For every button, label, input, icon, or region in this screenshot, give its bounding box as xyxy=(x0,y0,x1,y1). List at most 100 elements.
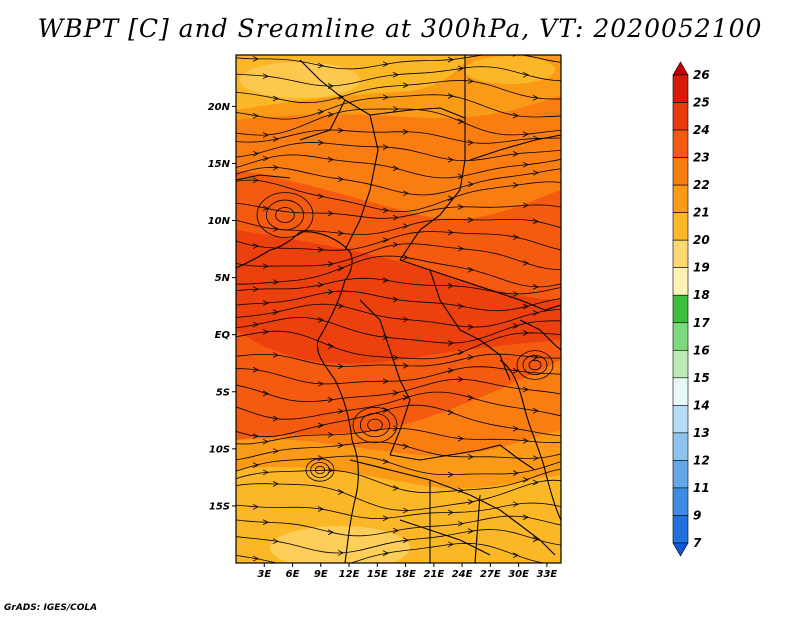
colorbar-label: 9 xyxy=(693,508,701,522)
streamline-arrow xyxy=(532,284,539,290)
colorbar-swatch xyxy=(672,460,689,489)
streamline-eddy xyxy=(265,199,305,231)
streamline-arrow xyxy=(392,527,399,534)
streamline-arrow xyxy=(512,322,519,329)
colorbar-bottom-triangle xyxy=(672,542,689,557)
streamline-arrow xyxy=(382,61,389,68)
streamline-arrow xyxy=(402,394,409,401)
streamline-arrow xyxy=(392,214,399,221)
streamline-arrow xyxy=(522,303,529,310)
colorbar-label: 26 xyxy=(693,68,710,82)
streamline-eddy xyxy=(305,458,335,482)
streamline-arrow xyxy=(262,390,269,397)
streamline-arrow xyxy=(467,528,474,534)
streamline xyxy=(236,303,561,328)
streamline-arrow xyxy=(467,499,474,505)
streamline-arrow xyxy=(252,112,259,119)
colorbar-swatch xyxy=(672,322,689,351)
streamline-arrow xyxy=(522,330,529,336)
chart-title: WBPT [C] and Sreamline at 300hPa, VT: 20… xyxy=(37,14,763,43)
streamline-arrow xyxy=(512,425,519,432)
wbpt-shading-20-south xyxy=(270,526,410,563)
streamline-arrow xyxy=(457,65,464,72)
streamline xyxy=(236,455,561,475)
streamline xyxy=(236,317,561,344)
streamline-arrow xyxy=(467,394,474,401)
streamline-arrow xyxy=(402,537,409,544)
colorbar-swatch xyxy=(672,157,689,186)
streamline-arrow xyxy=(512,182,519,189)
streamline-arrow xyxy=(262,155,269,162)
streamline-arrow xyxy=(522,476,529,483)
streamline xyxy=(236,404,561,438)
streamline-arrow xyxy=(447,409,454,416)
country-borders xyxy=(236,55,561,563)
streamline-arrow xyxy=(447,282,454,289)
streamline-eddy xyxy=(367,418,383,432)
lat-tick-label: 15N xyxy=(208,159,231,170)
streamline-arrow xyxy=(532,309,539,316)
colorbar-swatch xyxy=(672,349,689,379)
streamline xyxy=(236,441,561,461)
streamline-arrow xyxy=(457,487,464,494)
streamline-arrow xyxy=(337,265,344,272)
streamline-arrow xyxy=(327,343,334,349)
streamline xyxy=(236,502,561,520)
streamline-arrow xyxy=(252,286,259,293)
streamline xyxy=(236,529,561,554)
streamline-arrow xyxy=(272,309,279,315)
streamline-arrow xyxy=(457,376,464,383)
streamline-arrow xyxy=(457,203,464,210)
streamline xyxy=(236,154,561,179)
streamline-arrow xyxy=(402,362,409,369)
colorbar-label: 24 xyxy=(693,123,710,137)
streamline-arrow xyxy=(522,71,529,78)
streamline-arrow xyxy=(382,94,389,101)
streamline xyxy=(236,255,561,288)
streamline-arrow xyxy=(457,435,464,442)
colorbar-label: 7 xyxy=(693,536,702,550)
colorbar-swatch xyxy=(672,377,689,406)
colorbar-swatch xyxy=(672,515,689,544)
streamline-arrow xyxy=(447,229,454,236)
streamline-arrow xyxy=(457,349,464,356)
streamline-arrow xyxy=(382,144,389,150)
streamline-arrow xyxy=(252,177,259,184)
streamline-arrow xyxy=(317,317,324,323)
lat-tick-label: 5N xyxy=(215,273,231,284)
streamline-arrow xyxy=(337,230,344,237)
streamline-arrow xyxy=(252,462,259,469)
streamline-arrow xyxy=(262,73,269,80)
streamline-arrow xyxy=(467,266,474,273)
streamline-arrow xyxy=(522,260,529,266)
streamline-arrow xyxy=(272,164,279,171)
streamline-arrow xyxy=(337,127,344,134)
colorbar-swatch xyxy=(672,129,689,158)
streamline-arrow xyxy=(327,431,334,438)
streamline-arrow xyxy=(262,300,269,306)
streamline-arrow xyxy=(382,407,389,413)
streamline-arrow xyxy=(382,458,389,465)
streamline-arrow xyxy=(337,363,344,370)
colorbar-label: 20 xyxy=(693,233,710,247)
lon-tick-label: 12E xyxy=(339,569,360,580)
streamline-arrow xyxy=(337,408,344,415)
colorbar-label: 16 xyxy=(693,343,710,357)
lon-tick-label: 18E xyxy=(395,569,416,580)
map-frame xyxy=(235,54,562,564)
streamline-arrow xyxy=(272,279,279,285)
lat-tick-label: 5S xyxy=(216,387,230,398)
map-plot-area xyxy=(236,55,561,563)
streamline-arrow xyxy=(532,95,539,101)
streamline-arrow xyxy=(392,165,399,172)
streamline-arrow xyxy=(272,415,279,422)
streamline-arrow xyxy=(327,210,334,217)
streamline-arrow xyxy=(252,321,259,328)
colorbar-label: 14 xyxy=(693,398,710,412)
lon-tick-label: 15E xyxy=(367,569,388,580)
streamline-arrow xyxy=(327,261,334,267)
streamline-arrow xyxy=(457,118,464,125)
streamline-arrow xyxy=(512,291,519,297)
colorbar-swatch xyxy=(672,184,689,213)
